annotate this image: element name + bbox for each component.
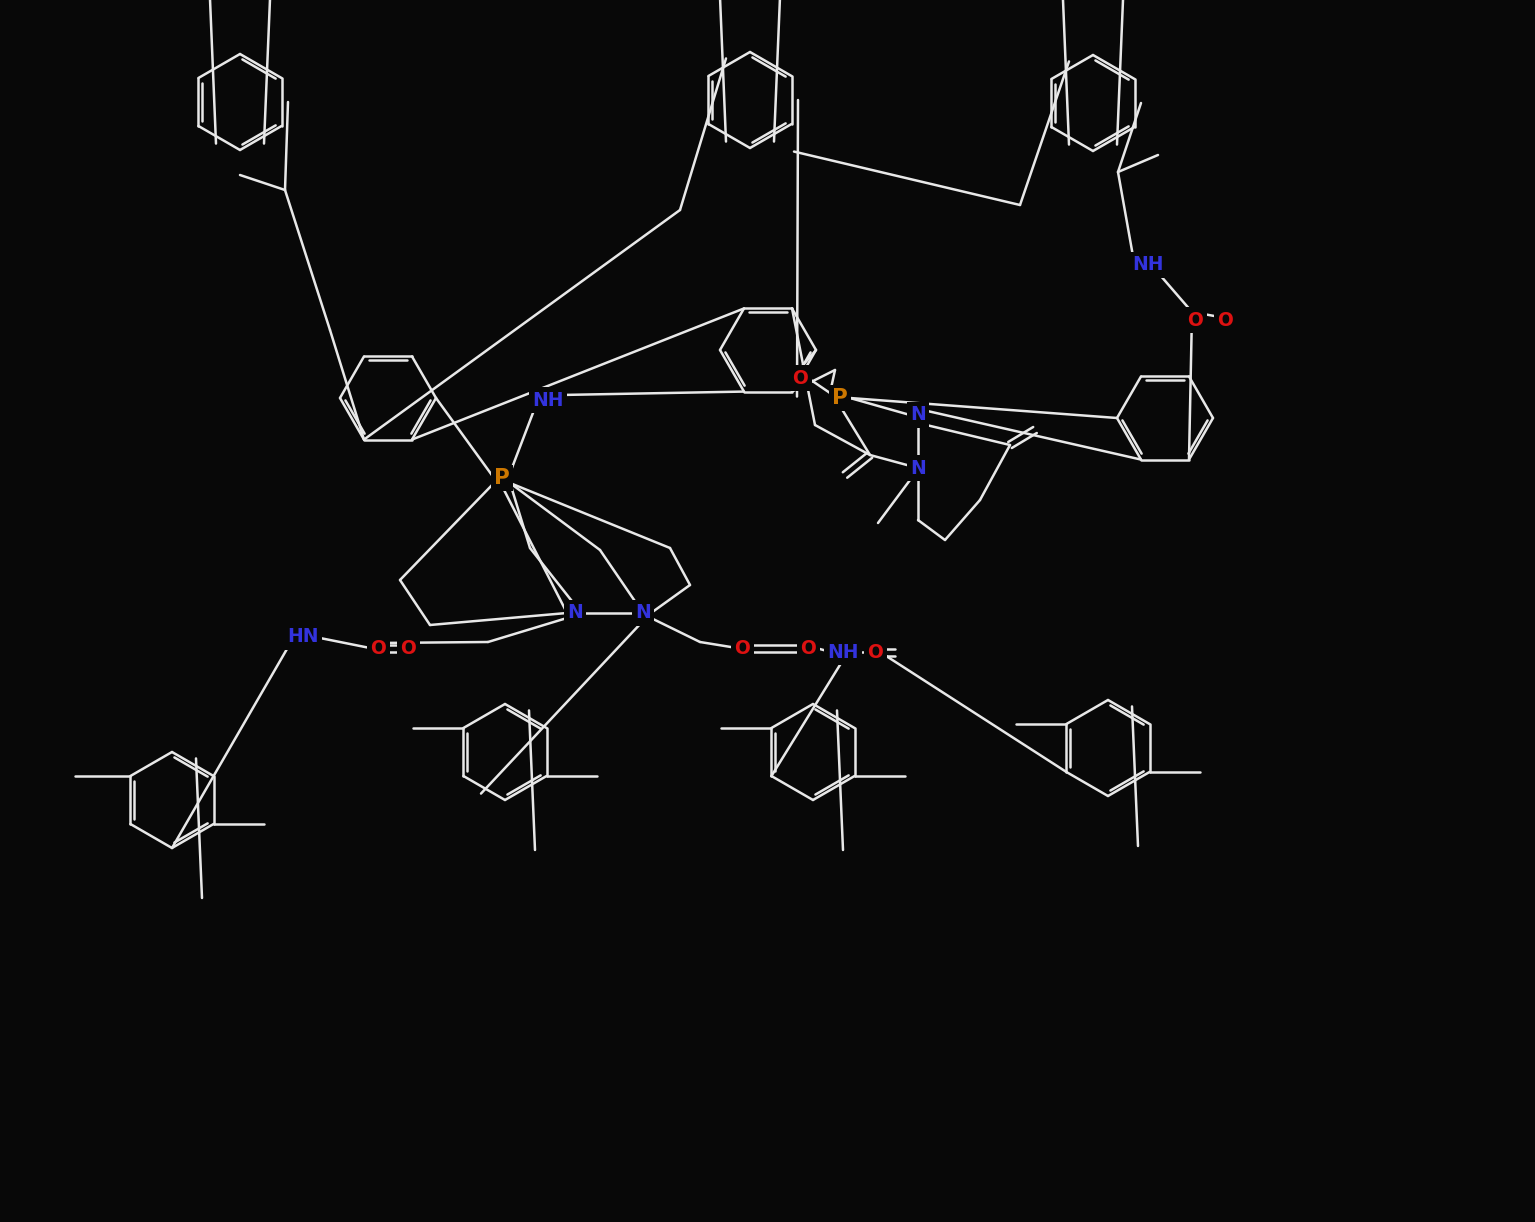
Text: O: O (1187, 310, 1203, 330)
Text: NH: NH (533, 391, 563, 409)
Text: O: O (800, 639, 817, 657)
Text: NH: NH (1133, 255, 1164, 275)
Text: N: N (566, 604, 583, 622)
Text: O: O (401, 639, 416, 657)
Text: N: N (635, 604, 651, 622)
Text: NH: NH (827, 643, 858, 661)
Text: N: N (910, 406, 926, 424)
Text: P: P (832, 389, 847, 408)
Text: O: O (867, 643, 883, 661)
Text: P: P (494, 468, 510, 488)
Text: O: O (370, 639, 385, 657)
Text: O: O (734, 639, 751, 657)
Text: N: N (910, 458, 926, 478)
Text: O: O (1217, 310, 1233, 330)
Text: HN: HN (287, 628, 319, 646)
Text: O: O (792, 369, 807, 387)
